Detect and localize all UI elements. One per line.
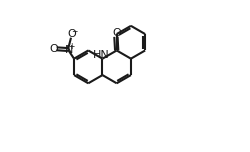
Text: O: O	[67, 29, 76, 39]
Text: O: O	[112, 28, 120, 38]
Text: −: −	[71, 27, 77, 36]
Text: O: O	[49, 44, 58, 54]
Text: +: +	[68, 42, 74, 51]
Text: N: N	[64, 45, 72, 55]
Text: HN: HN	[92, 50, 109, 60]
